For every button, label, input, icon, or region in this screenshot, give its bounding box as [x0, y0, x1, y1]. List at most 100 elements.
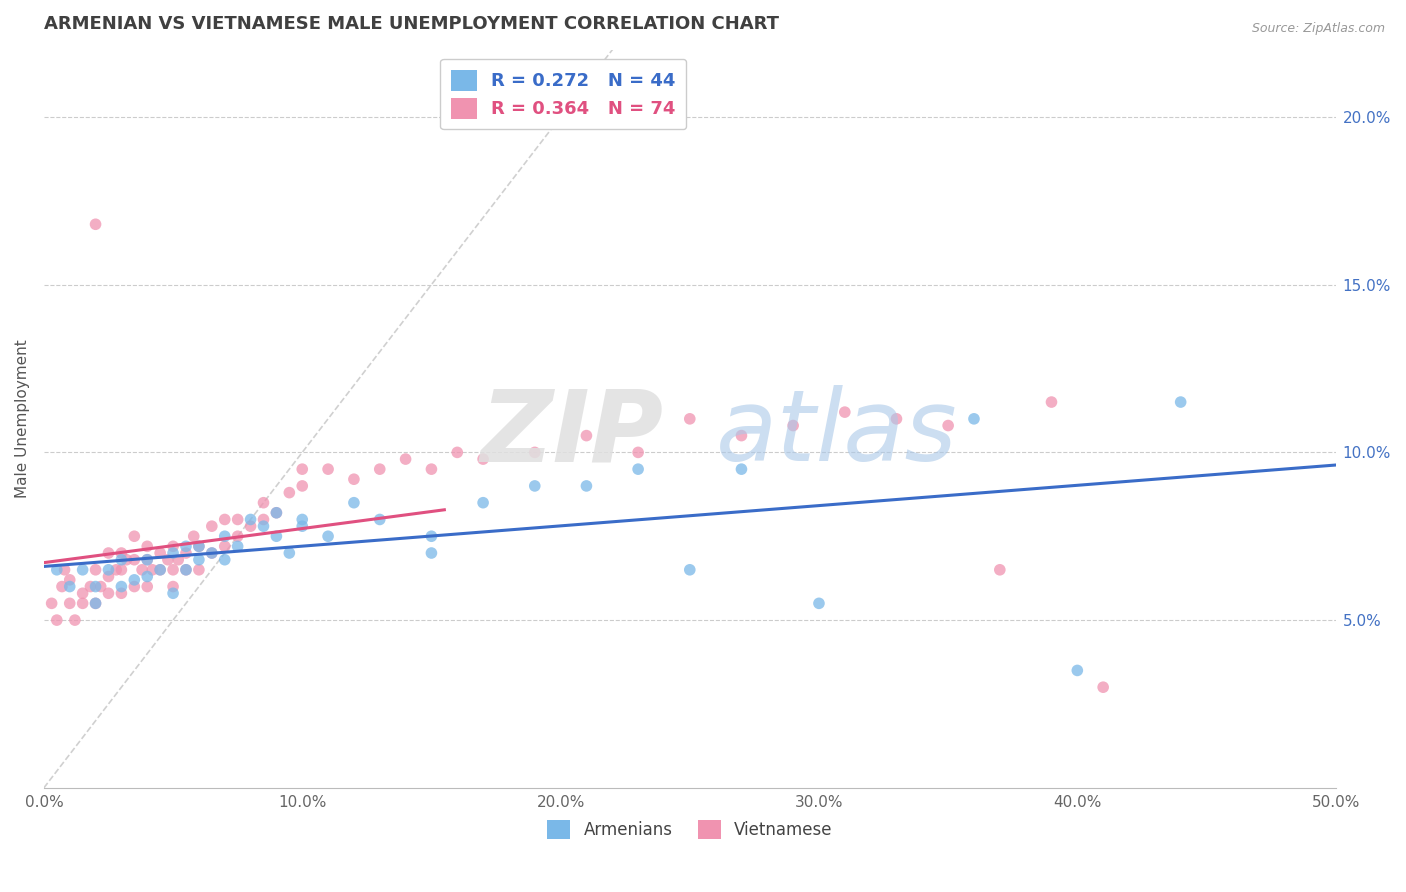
Y-axis label: Male Unemployment: Male Unemployment: [15, 340, 30, 499]
Point: [368, 462, 391, 476]
Point: [124, 580, 146, 594]
Point: [149, 563, 172, 577]
Point: [72, 586, 94, 600]
Point: [214, 512, 236, 526]
Point: [1040, 395, 1063, 409]
Point: [886, 412, 908, 426]
Point: [174, 563, 197, 577]
Point: [136, 580, 159, 594]
Point: [252, 496, 274, 510]
Point: [131, 563, 153, 577]
Point: [239, 512, 262, 526]
Point: [782, 418, 804, 433]
Point: [115, 552, 138, 566]
Point: [110, 552, 132, 566]
Point: [343, 472, 366, 486]
Point: [575, 428, 598, 442]
Point: [316, 529, 339, 543]
Point: [174, 539, 197, 553]
Point: [110, 580, 132, 594]
Point: [291, 519, 314, 533]
Point: [446, 445, 468, 459]
Point: [136, 552, 159, 566]
Point: [252, 519, 274, 533]
Point: [394, 452, 416, 467]
Point: [316, 462, 339, 476]
Point: [187, 539, 209, 553]
Point: [110, 546, 132, 560]
Point: [167, 552, 190, 566]
Point: [214, 552, 236, 566]
Point: [627, 462, 650, 476]
Point: [110, 563, 132, 577]
Point: [679, 563, 702, 577]
Point: [575, 479, 598, 493]
Point: [266, 506, 288, 520]
Legend: Armenians, Vietnamese: Armenians, Vietnamese: [540, 814, 839, 846]
Point: [187, 539, 209, 553]
Point: [252, 512, 274, 526]
Point: [1066, 664, 1088, 678]
Point: [523, 445, 546, 459]
Point: [201, 546, 224, 560]
Point: [266, 529, 288, 543]
Point: [963, 412, 986, 426]
Point: [97, 586, 120, 600]
Point: [201, 519, 224, 533]
Point: [730, 462, 752, 476]
Point: [291, 512, 314, 526]
Point: [84, 563, 107, 577]
Point: [84, 596, 107, 610]
Point: [291, 462, 314, 476]
Point: [124, 552, 146, 566]
Point: [110, 586, 132, 600]
Point: [136, 569, 159, 583]
Point: [136, 552, 159, 566]
Point: [97, 546, 120, 560]
Point: [343, 496, 366, 510]
Point: [201, 546, 224, 560]
Point: [149, 563, 172, 577]
Point: [84, 596, 107, 610]
Text: Source: ZipAtlas.com: Source: ZipAtlas.com: [1251, 22, 1385, 36]
Point: [472, 452, 495, 467]
Point: [51, 580, 73, 594]
Point: [226, 529, 249, 543]
Point: [41, 596, 63, 610]
Point: [45, 563, 67, 577]
Point: [214, 529, 236, 543]
Point: [84, 217, 107, 231]
Text: ZIP: ZIP: [481, 385, 664, 482]
Point: [420, 529, 443, 543]
Point: [59, 573, 82, 587]
Point: [278, 546, 301, 560]
Point: [988, 563, 1011, 577]
Point: [84, 580, 107, 594]
Point: [183, 529, 205, 543]
Point: [291, 479, 314, 493]
Point: [162, 539, 184, 553]
Point: [63, 613, 86, 627]
Point: [1170, 395, 1192, 409]
Point: [162, 546, 184, 560]
Point: [124, 573, 146, 587]
Point: [79, 580, 101, 594]
Point: [368, 512, 391, 526]
Point: [239, 519, 262, 533]
Point: [174, 563, 197, 577]
Point: [97, 569, 120, 583]
Point: [72, 596, 94, 610]
Point: [105, 563, 128, 577]
Point: [679, 412, 702, 426]
Point: [472, 496, 495, 510]
Point: [1092, 680, 1115, 694]
Point: [53, 563, 76, 577]
Point: [807, 596, 830, 610]
Point: [187, 563, 209, 577]
Point: [834, 405, 856, 419]
Point: [90, 580, 112, 594]
Point: [162, 586, 184, 600]
Text: atlas: atlas: [716, 385, 957, 482]
Point: [266, 506, 288, 520]
Point: [97, 563, 120, 577]
